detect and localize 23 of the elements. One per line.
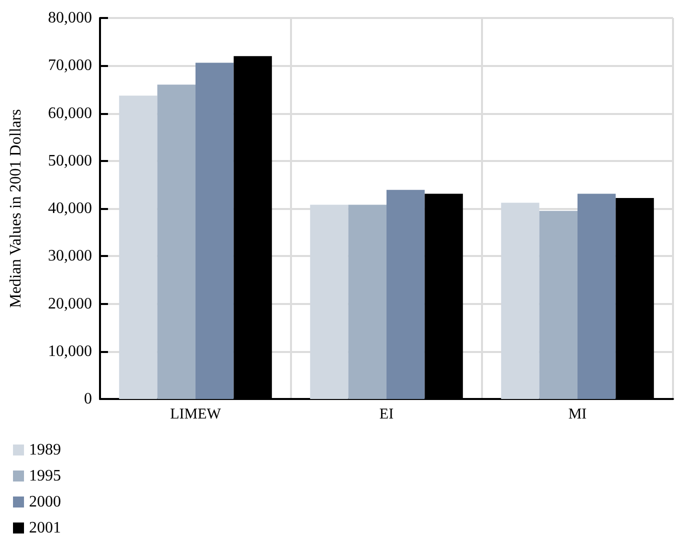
y-tick-label: 50,000 — [48, 152, 92, 170]
bar — [196, 62, 234, 399]
y-tick-label: 70,000 — [48, 57, 92, 74]
y-tick-label: 20,000 — [48, 295, 92, 312]
y-axis-title: Median Values in 2001 Dollars — [8, 109, 24, 308]
legend-label: 1989 — [29, 442, 61, 458]
bar — [157, 84, 196, 399]
x-tick-label: EI — [379, 406, 394, 422]
y-tick-label: 60,000 — [48, 104, 92, 122]
legend-label: 2001 — [29, 520, 61, 536]
y-tick-label: 0 — [84, 390, 92, 408]
bar — [348, 204, 386, 399]
y-tick-label: 30,000 — [48, 248, 92, 265]
legend-label: 2000 — [29, 494, 61, 510]
y-tick-label: 10,000 — [48, 342, 92, 360]
bar — [539, 210, 578, 399]
bar — [386, 190, 425, 399]
x-tick-label: LIMEW — [170, 406, 222, 422]
y-tick-label: 80,000 — [48, 10, 92, 26]
x-tick-label: MI — [568, 406, 587, 422]
bar — [578, 194, 616, 399]
legend-label: 1995 — [29, 468, 61, 484]
y-tick-label: 40,000 — [48, 200, 92, 217]
